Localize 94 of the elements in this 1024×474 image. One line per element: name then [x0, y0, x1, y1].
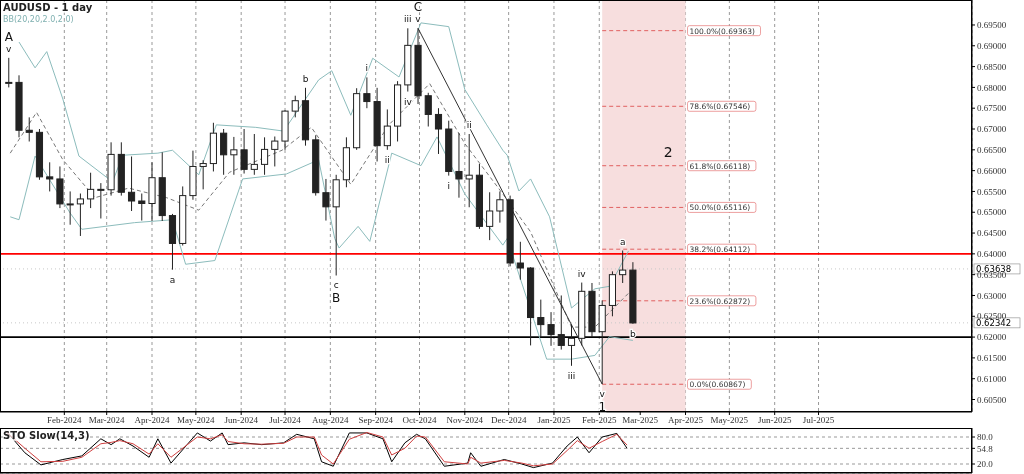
- y-tick-label: 0.65000: [977, 207, 1007, 218]
- y-tick-label: 0.66000: [977, 165, 1007, 176]
- candlestick: [383, 108, 391, 151]
- y-tick-label: 0.61000: [977, 373, 1007, 384]
- candlestick: [66, 190, 74, 226]
- x-tick-label: Feb-2024: [47, 415, 83, 426]
- x-tick-label: Nov-2024: [446, 415, 484, 426]
- candlestick: [434, 107, 443, 155]
- x-tick-label: Jul-2025: [802, 415, 835, 426]
- candlestick: [25, 116, 33, 142]
- y-tick-label: 0.68000: [977, 82, 1007, 93]
- annotation: v: [415, 14, 422, 25]
- y-tick-label: 0.63000: [977, 290, 1007, 301]
- annotation: iii: [404, 14, 412, 25]
- chart-title: AUDUSD - 1 day: [3, 2, 93, 13]
- candlestick: [220, 128, 228, 176]
- x-tick-label: May-2025: [710, 415, 749, 426]
- y-tick-label: 0.66500: [977, 145, 1007, 156]
- candlestick: [230, 136, 238, 176]
- chart-title: STO Slow(14,3): [3, 430, 90, 441]
- y-tick-label: 0.69000: [977, 40, 1007, 51]
- annotation: i: [447, 180, 450, 191]
- candlestick: [250, 133, 258, 176]
- x-tick-label: Feb-2025: [582, 415, 618, 426]
- annotation: B: [332, 291, 341, 306]
- y-tick-label: 80.0: [977, 432, 994, 443]
- y-tick-label: 0.62000: [977, 332, 1007, 343]
- annotation: a: [169, 274, 176, 285]
- y-tick-label: 0.60500: [977, 394, 1007, 405]
- annotation: v: [599, 389, 606, 400]
- x-tick-label: Sep-2024: [358, 415, 394, 426]
- x-tick-label: Oct-2024: [402, 415, 437, 426]
- candlestick: [455, 132, 463, 199]
- candlestick: [537, 299, 545, 338]
- candlestick: [516, 241, 524, 281]
- annotation: v: [6, 43, 13, 54]
- y-tick-label: 0.64500: [977, 228, 1007, 239]
- annotation: ii: [384, 154, 390, 165]
- candlestick: [547, 311, 555, 347]
- annotation: iv: [577, 268, 587, 279]
- annotation: iii: [567, 370, 576, 381]
- candlestick: [199, 159, 207, 190]
- y-tick-label: 0.64000: [977, 249, 1007, 260]
- x-tick-label: Mar-2025: [622, 415, 659, 426]
- y-tick-label: 0.65500: [977, 186, 1007, 197]
- text: BB(20,20,2.0,2.0): [3, 15, 74, 24]
- candlestick: [87, 172, 95, 209]
- y-tick-label: 0.67000: [977, 124, 1007, 135]
- x-tick-label: Apr-2024: [134, 415, 170, 426]
- y-tick-label: 0.67500: [977, 103, 1007, 114]
- x-tick-label: Jul-2024: [269, 415, 302, 426]
- candlestick: [46, 161, 54, 192]
- y-tick-label: 54.8: [977, 443, 994, 454]
- x-tick-label: Jun-2024: [224, 415, 259, 426]
- y-tick-label: 0.68500: [977, 61, 1007, 72]
- annotation: A: [4, 29, 14, 44]
- annotation: 1: [598, 400, 607, 415]
- candlestick: [5, 57, 13, 88]
- annotation: b: [302, 73, 309, 84]
- annotation: a: [619, 236, 626, 247]
- annotation: 2: [663, 144, 673, 161]
- candlestick: [76, 193, 84, 237]
- candlestick: [322, 178, 330, 222]
- candlestick: [465, 133, 473, 208]
- annotation: C: [413, 0, 423, 15]
- y-tick-label: 0.61500: [977, 353, 1007, 364]
- candlestick: [424, 92, 432, 128]
- candlestick: [567, 324, 576, 367]
- candlestick: [97, 182, 105, 219]
- x-tick-label: Jun-2025: [757, 415, 792, 426]
- x-tick-label: Apr-2025: [668, 415, 704, 426]
- candlestick: [271, 136, 279, 167]
- line-series: [18, 22, 630, 309]
- annotation: c: [333, 280, 339, 291]
- annotation: ii: [466, 120, 472, 130]
- y-tick-label: 20.0: [977, 459, 994, 470]
- y-tick-label: 0.69500: [977, 20, 1007, 31]
- candlestick: [127, 155, 136, 212]
- candlestick: [619, 250, 627, 284]
- x-tick-label: Dec-2024: [490, 415, 527, 426]
- candlestick: [486, 191, 494, 241]
- candlestick: [363, 76, 371, 109]
- candlestick: [496, 190, 504, 224]
- annotation: iv: [403, 96, 413, 107]
- candlestick: [557, 294, 565, 351]
- annotation: i: [365, 63, 369, 74]
- x-tick-label: Jan-2025: [537, 415, 571, 426]
- x-tick-label: May-2024: [177, 415, 216, 426]
- x-tick-label: Mar-2024: [88, 415, 126, 426]
- x-tick-label: Aug-2024: [312, 415, 350, 426]
- candlestick: [291, 95, 299, 118]
- candlestick: [260, 136, 269, 176]
- candlestick: [138, 193, 146, 222]
- candlestick: [240, 128, 248, 175]
